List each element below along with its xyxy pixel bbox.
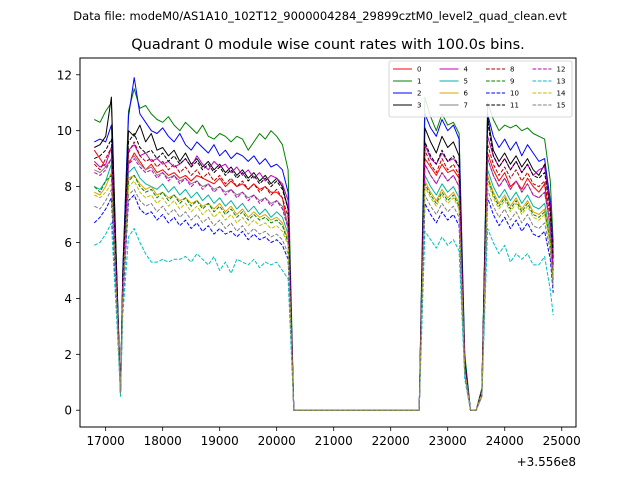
legend-label-14: 14 [557,90,566,98]
legend-label-8: 8 [510,66,514,74]
legend-label-1: 1 [417,78,421,86]
x-tick-label: 17000 [87,434,125,448]
y-tick-label: 6 [64,236,72,250]
x-tick-label: 23000 [429,434,467,448]
series-line-15 [94,188,554,411]
series-line-11 [94,121,554,411]
x-axis-ticks: 17000 18000 19000 20000 21000 22000 23000 24000… [87,427,581,448]
x-tick-label: 19000 [201,434,239,448]
x-tick-label: 21000 [315,434,353,448]
legend-label-13: 13 [557,78,566,86]
legend-box [388,60,573,118]
legend-label-6: 6 [464,90,469,98]
series-layer [93,77,554,411]
y-axis-ticks: 0 2 4 6 8 10 12 [57,68,80,418]
legend-label-15: 15 [557,102,566,110]
legend-label-11: 11 [510,102,519,110]
x-tick-label: 18000 [144,434,182,448]
y-tick-label: 12 [57,68,72,82]
x-tick-label: 20000 [258,434,296,448]
series-line-12 [94,158,554,411]
legend-label-9: 9 [510,78,514,86]
legend-label-3: 3 [417,102,421,110]
legend-label-2: 2 [417,90,421,98]
y-tick-label: 0 [64,404,72,418]
legend-label-5: 5 [464,78,468,86]
x-tick-label: 24000 [486,434,524,448]
legend-label-12: 12 [557,66,566,74]
y-tick-label: 10 [57,124,72,138]
y-tick-label: 8 [64,180,72,194]
x-tick-label: 25000 [543,434,581,448]
figure-suptitle: Data file: modeM0/AS1A10_102T12_90000042… [73,9,567,23]
y-tick-label: 4 [64,292,72,306]
chart-title: Quadrant 0 module wise count rates with … [131,37,525,53]
legend-label-0: 0 [417,66,421,74]
legend-label-7: 7 [464,102,468,110]
y-tick-label: 2 [64,348,72,362]
legend-label-10: 10 [510,90,519,98]
x-tick-label: 22000 [372,434,410,448]
x-offset-label: +3.556e8 [517,455,576,469]
legend-label-4: 4 [464,66,469,74]
